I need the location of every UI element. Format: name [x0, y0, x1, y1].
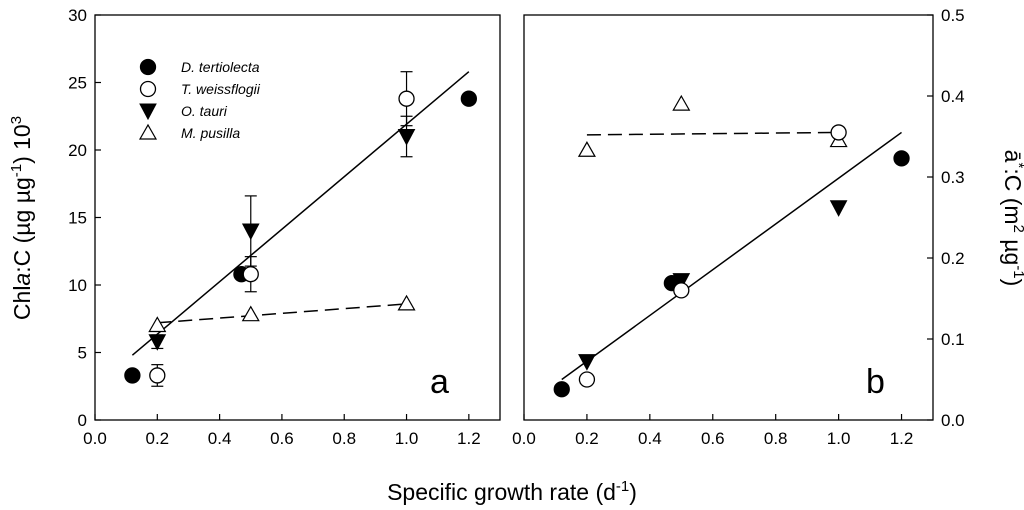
y-axis-title-right: ā*:C (m2 µg-1) [1000, 150, 1024, 287]
panel-a-y-tick-label: 30 [68, 6, 87, 25]
panel-b-point-t-weissflogii [673, 282, 690, 299]
panel-a-y-tick-label: 5 [78, 344, 87, 363]
panel-b-x-tick-label: 0.6 [701, 429, 725, 448]
panel-b-fit-line-dashed [586, 131, 839, 136]
panel-b-point-m-pusilla [577, 141, 596, 157]
panel-a-x-tick-label: 0.0 [83, 429, 107, 448]
panel-a-y-tick-label: 15 [68, 209, 87, 228]
panel-a-label: a [430, 363, 449, 401]
panel-a: 0.0 0.2 0.4 0.6 0.8 1.0 1.2 0 5 10 15 20 25 30 [68, 6, 481, 448]
panel-b-y-tick-label: 0.2 [941, 249, 965, 268]
panel-b-point-o-tauri [672, 273, 691, 290]
panel-a-x-tick-label: 0.8 [332, 429, 356, 448]
panel-b-x-tick-label: 0.0 [512, 429, 536, 448]
panel-a-x-tick-label: 0.4 [208, 429, 232, 448]
panel-a-point-o-tauri [148, 334, 167, 351]
panel-b-point-o-tauri [578, 354, 596, 371]
panel-a-y-tick-label: 0 [78, 411, 87, 430]
panel-b-x-tick-label: 1.2 [890, 429, 914, 448]
panel-b-y-tick-label: 0.0 [941, 411, 965, 430]
legend-label-m-pusilla: M. pusilla [181, 125, 240, 141]
panel-b-point-t-weissflogii [578, 371, 596, 388]
panel-b-y-tick-label: 0.5 [941, 6, 965, 25]
panel-a-x-tick-label: 1.0 [395, 429, 419, 448]
panel-a-frame [94, 14, 501, 421]
legend-symbol-m-pusilla [138, 123, 158, 140]
legend-symbol-t-weissflogii [139, 80, 157, 98]
panel-b-point-d-tertiolecta [893, 150, 910, 167]
panel-b-x-tick-label: 0.2 [575, 429, 599, 448]
panel-a-fit-line-solid [131, 71, 470, 356]
panel-b-x-tick-label: 1.0 [827, 429, 851, 448]
panel-a-point-o-tauri [241, 223, 260, 241]
panel-a-point-t-weissflogii [149, 367, 166, 384]
legend-label-d-tertiolecta: D. tertiolecta [181, 59, 260, 75]
panel-b-point-t-weissflogii [830, 124, 847, 141]
legend-symbol-o-tauri [139, 103, 157, 121]
panel-a-point-t-weissflogii [398, 90, 415, 107]
panel-a-point-m-pusilla [148, 316, 167, 333]
panel-b-point-m-pusilla [672, 94, 691, 111]
panel-b-x-tick-label: 0.8 [764, 429, 788, 448]
panel-b-frame [523, 14, 934, 421]
panel-a-y-tick-label: 20 [68, 141, 87, 160]
panel-a-y-tick-label: 25 [68, 74, 87, 93]
panel-a-point-o-tauri [397, 129, 416, 146]
panel-a-x-tick-label: 1.2 [457, 429, 481, 448]
panel-b-x-tick-label: 0.4 [638, 429, 662, 448]
y-axis-title-left: Chla:C (µg µg-1) 103 [8, 116, 35, 320]
x-axis-title: Specific growth rate (d-1) [387, 478, 637, 505]
panel-a-point-d-tertiolecta [460, 90, 477, 107]
legend: D. tertiolecta T. weissflogii O. tauri M. p… [138, 58, 261, 141]
panel-b-fit-line-solid [561, 131, 902, 381]
panel-a-point-d-tertiolecta [124, 367, 141, 384]
legend-symbol-d-tertiolecta [139, 58, 157, 76]
panel-a-point-m-pusilla [241, 305, 260, 322]
panel-a-point-m-pusilla [397, 294, 416, 311]
panel-b-y-tick-label: 0.4 [941, 87, 965, 106]
panel-a-fit-line-dashed [157, 303, 407, 324]
panel-a-y-tick-label: 10 [68, 276, 87, 295]
panel-b-point-d-tertiolecta [553, 381, 570, 398]
panel-b-y-tick-label: 0.3 [941, 168, 965, 187]
legend-label-o-tauri: O. tauri [181, 103, 228, 119]
panel-a-point-t-weissflogii [242, 266, 259, 283]
panel-a-x-tick-label: 0.6 [270, 429, 294, 448]
panel-b: 0.0 0.2 0.4 0.6 0.8 1.0 1.2 0.0 0.1 0.2 0.3 0.4 0.5 [512, 6, 964, 448]
panel-b-y-tick-label: 0.1 [941, 330, 965, 349]
legend-label-t-weissflogii: T. weissflogii [181, 81, 261, 97]
panel-a-x-tick-label: 0.2 [145, 429, 169, 448]
panel-b-point-o-tauri [829, 200, 848, 217]
panel-b-label: b [866, 363, 885, 401]
